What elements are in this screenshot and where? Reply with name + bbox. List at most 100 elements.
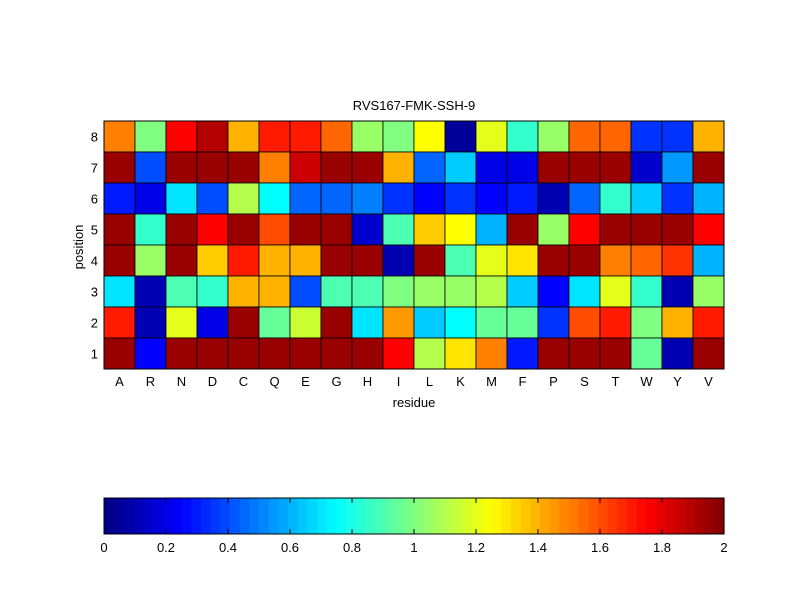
x-tick-label: T: [612, 374, 620, 389]
heatmap-cell: [258, 213, 291, 246]
heatmap-cell: [227, 306, 260, 339]
heatmap-cell: [692, 182, 725, 215]
colorbar-segment: [646, 498, 657, 534]
colorbar-segment: [113, 498, 124, 534]
heatmap-cell: [320, 337, 353, 370]
heatmap-cell: [413, 182, 446, 215]
colorbar-segment: [384, 498, 396, 534]
heatmap-cell: [289, 306, 322, 339]
y-tick-label: 5: [91, 223, 98, 238]
x-tick-label: Q: [269, 374, 279, 389]
heatmap-cell: [630, 151, 663, 184]
colorbar-tick-label: 0: [100, 540, 107, 555]
heatmap-plot: [103, 120, 725, 370]
heatmap-cell: [475, 275, 508, 308]
x-tick-label: D: [208, 374, 217, 389]
y-tick-label: 1: [91, 347, 98, 362]
heatmap-cell: [351, 244, 384, 277]
colorbar-segment: [142, 498, 154, 534]
colorbar-segment: [326, 498, 338, 534]
heatmap-cell: [599, 120, 632, 153]
colorbar-segment: [627, 498, 638, 534]
heatmap-cell: [475, 182, 508, 215]
colorbar-segment: [220, 498, 231, 534]
heatmap-cell: [630, 275, 663, 308]
heatmap-cell: [661, 182, 694, 215]
colorbar-segment: [636, 498, 648, 534]
heatmap-cell: [661, 120, 694, 153]
heatmap-cell: [382, 151, 415, 184]
colorbar-segment: [278, 498, 289, 534]
colorbar-tick-label: 1.8: [653, 540, 671, 555]
heatmap-cell: [258, 337, 291, 370]
heatmap-cell: [537, 244, 570, 277]
x-tick-label: P: [549, 374, 558, 389]
colorbar-segment: [607, 498, 619, 534]
heatmap-cell: [692, 337, 725, 370]
colorbar-segment: [123, 498, 134, 534]
heatmap-cell: [258, 120, 291, 153]
colorbar-segment: [162, 498, 173, 534]
colorbar-tick-label: 0.4: [219, 540, 237, 555]
colorbar-segment: [133, 498, 144, 534]
heatmap-cell: [599, 275, 632, 308]
heatmap-cell: [289, 182, 322, 215]
heatmap-cell: [351, 182, 384, 215]
x-tick-label: S: [580, 374, 589, 389]
heatmap-cell: [599, 213, 632, 246]
heatmap-cell: [692, 244, 725, 277]
x-tick-label: V: [704, 374, 713, 389]
heatmap-cell: [289, 337, 322, 370]
heatmap-cell: [165, 337, 198, 370]
heatmap-cell: [134, 151, 167, 184]
heatmap-cell: [320, 182, 353, 215]
colorbar-segment: [433, 498, 444, 534]
heatmap-cell: [506, 275, 539, 308]
heatmap-cell: [320, 275, 353, 308]
heatmap-cell: [413, 275, 446, 308]
heatmap-cell: [413, 337, 446, 370]
heatmap-cell: [382, 275, 415, 308]
colorbar-segment: [491, 498, 502, 534]
heatmap-cell: [661, 275, 694, 308]
heatmap-cell: [692, 151, 725, 184]
colorbar-segment: [501, 498, 512, 534]
colorbar-segment: [665, 498, 677, 534]
heatmap-cell: [289, 213, 322, 246]
heatmap-cell: [444, 151, 477, 184]
x-tick-label: R: [146, 374, 155, 389]
heatmap-cell: [568, 337, 601, 370]
heatmap-cell: [134, 275, 167, 308]
colorbar-segment: [307, 498, 318, 534]
heatmap-cell: [630, 120, 663, 153]
colorbar-segment: [578, 498, 589, 534]
heatmap-cell: [196, 306, 229, 339]
x-tick-label: M: [486, 374, 497, 389]
colorbar-segment: [346, 498, 357, 534]
colorbar-segment: [104, 498, 115, 534]
colorbar-segment: [249, 498, 260, 534]
colorbar-segment: [472, 498, 483, 534]
chart-title: RVS167-FMK-SSH-9: [353, 98, 476, 113]
heatmap-cell: [475, 120, 508, 153]
heatmap-cell: [196, 182, 229, 215]
colorbar-segment: [559, 498, 570, 534]
heatmap-cell: [413, 120, 446, 153]
heatmap-cell: [165, 275, 198, 308]
colorbar-tick-label: 1.2: [467, 540, 485, 555]
colorbar-segment: [598, 498, 609, 534]
heatmap-cell: [289, 275, 322, 308]
heatmap-cell: [103, 337, 136, 370]
heatmap-cell: [351, 337, 384, 370]
heatmap-cell: [289, 151, 322, 184]
heatmap-cell: [320, 213, 353, 246]
heatmap-axes: A R N D C Q E G H I L K M F P S T W Y V 8 7 6 5 4 3 2 1: [91, 120, 725, 389]
heatmap-cell: [382, 182, 415, 215]
heatmap-cell: [289, 120, 322, 153]
heatmap-cell: [382, 120, 415, 153]
heatmap-cell: [506, 244, 539, 277]
heatmap-cell: [568, 151, 601, 184]
colorbar-segment: [549, 498, 560, 534]
colorbar-tick-label: 0.2: [157, 540, 175, 555]
